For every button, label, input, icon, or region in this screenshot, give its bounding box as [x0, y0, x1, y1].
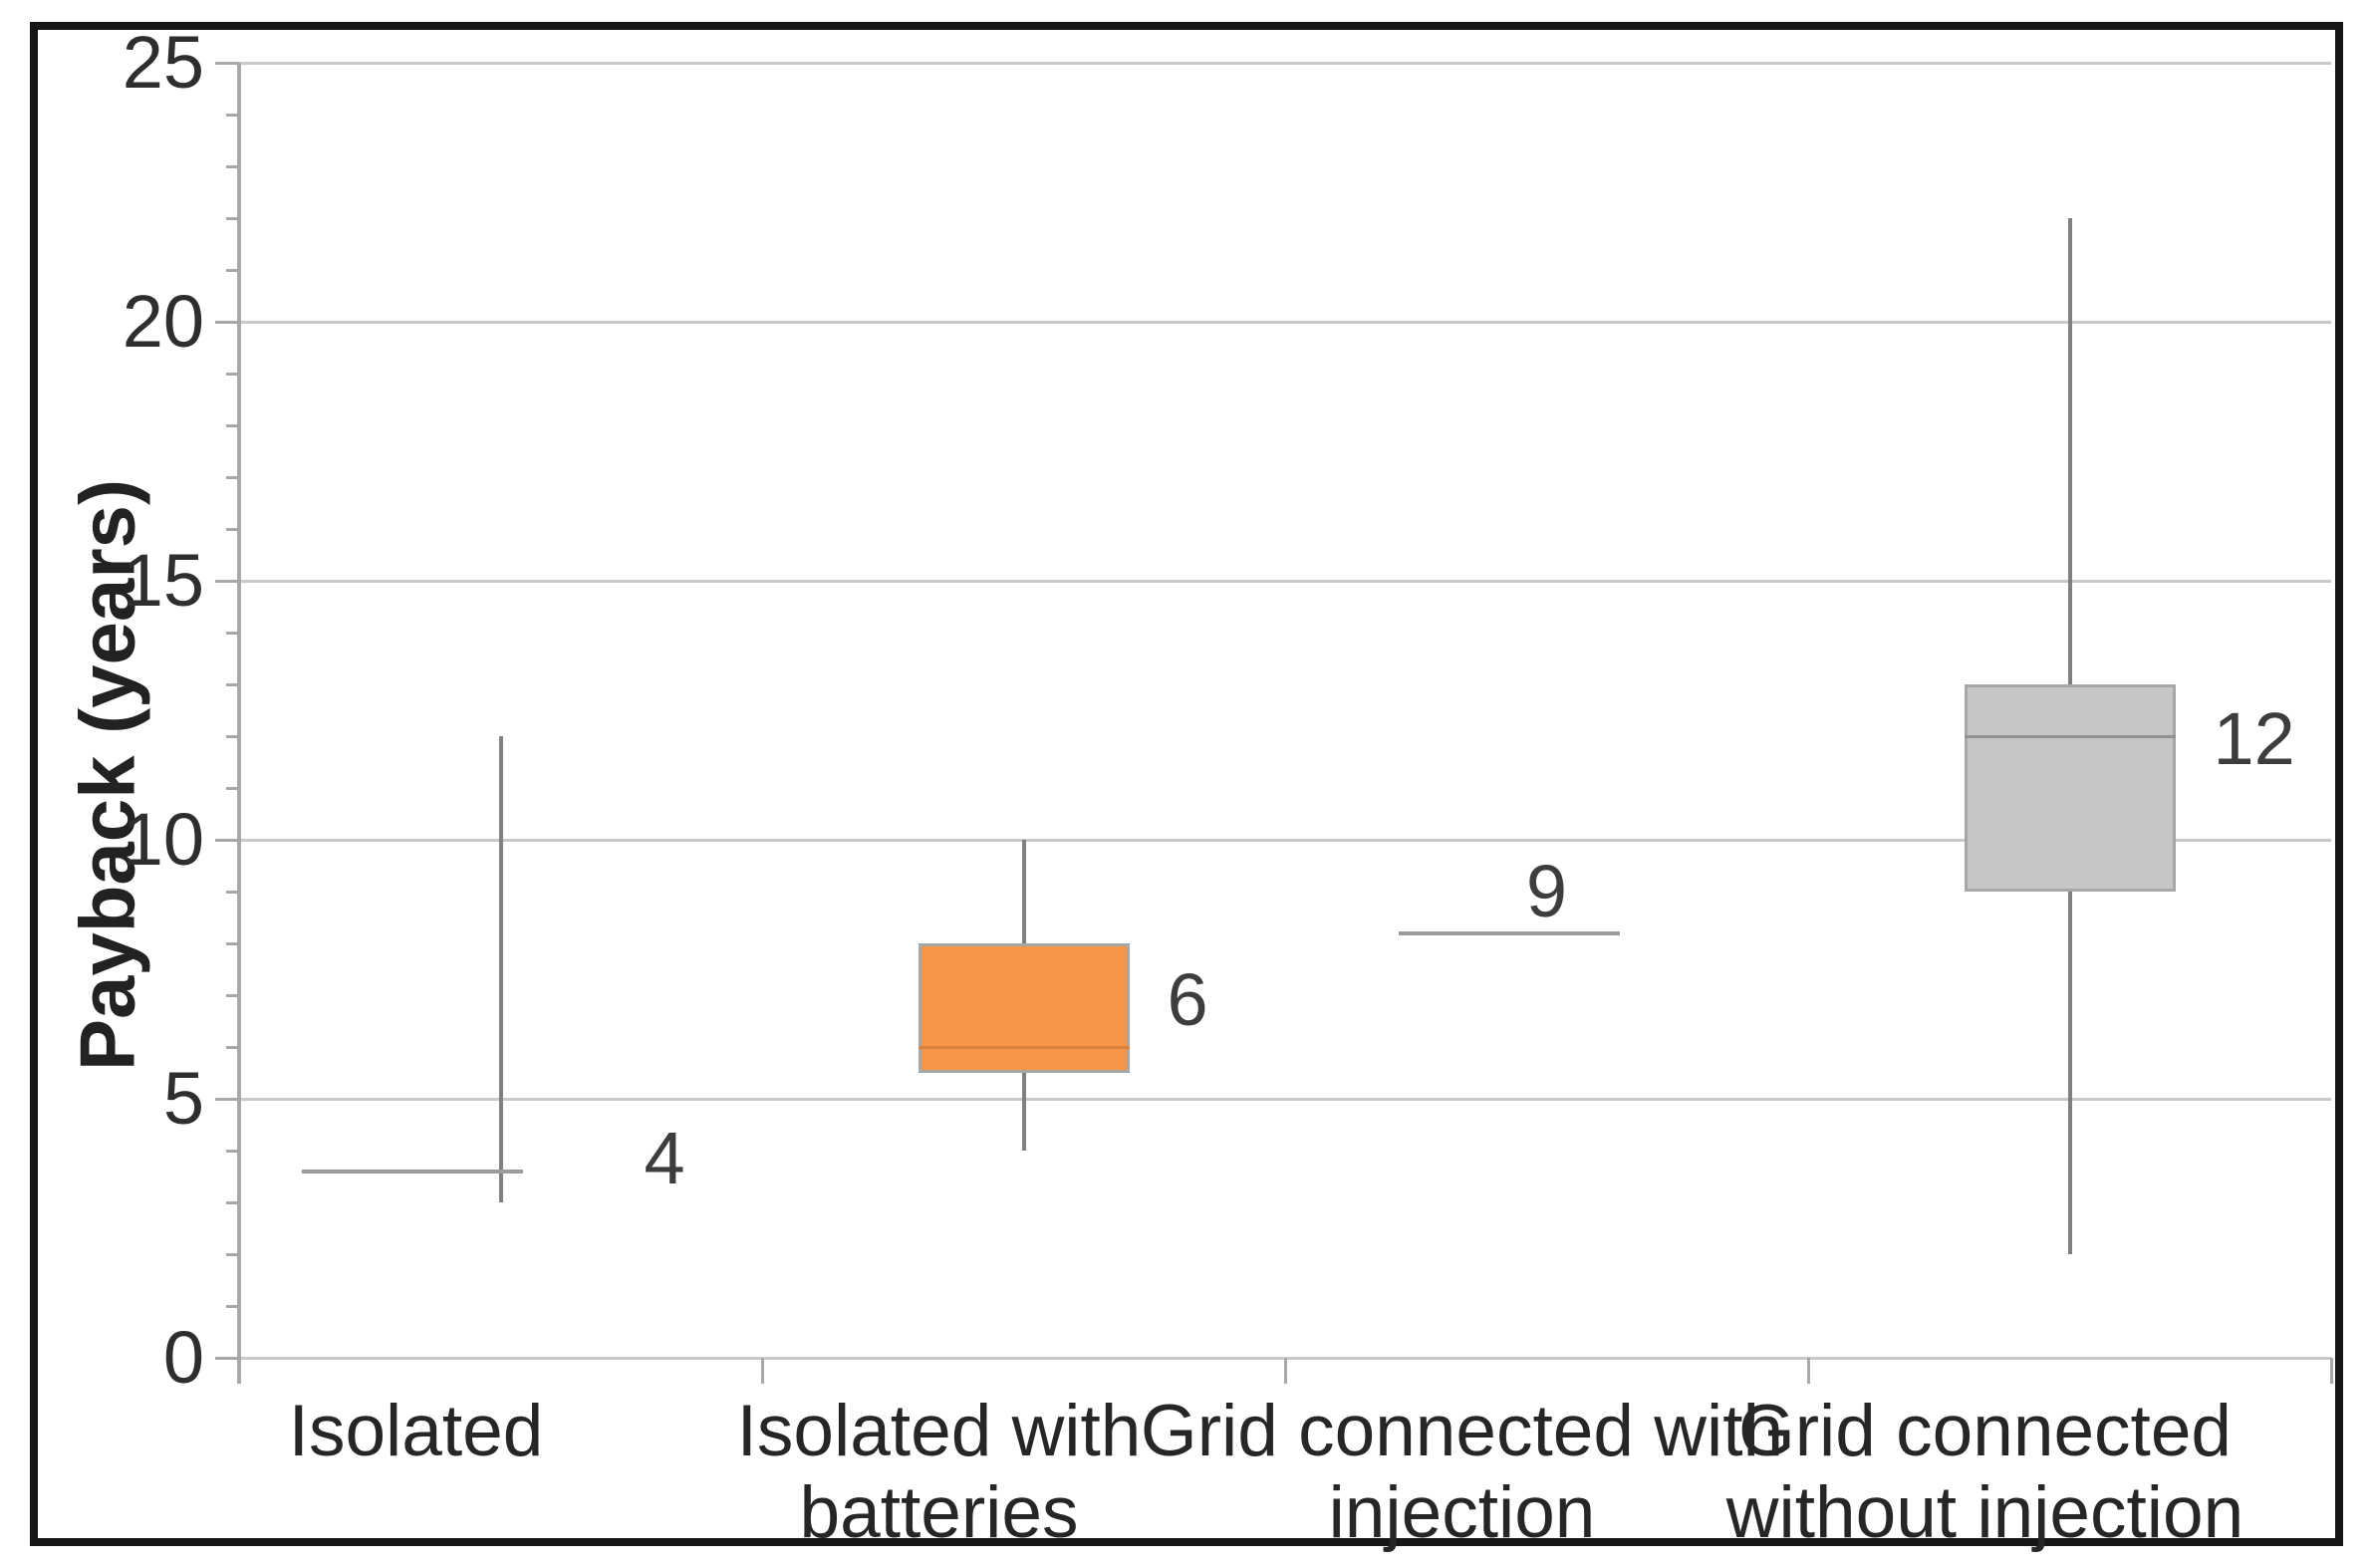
y-tick-label: 15 [122, 539, 204, 622]
y-minor-tick [226, 113, 239, 117]
y-minor-tick [226, 216, 239, 220]
x-boundary-tick [1283, 1358, 1287, 1384]
y-tick-label: 0 [162, 1316, 204, 1399]
flat-box-line [301, 1169, 523, 1174]
gridline [239, 1097, 2331, 1101]
gridline [239, 320, 2331, 324]
gridline [239, 838, 2331, 842]
y-minor-tick [226, 1304, 239, 1308]
y-minor-tick [226, 1149, 239, 1153]
y-minor-tick [226, 527, 239, 531]
category-label: Isolated with batteries [736, 1391, 1142, 1553]
y-major-tick [215, 579, 239, 583]
category-label: Grid connected without injection [1725, 1391, 2244, 1553]
gridline [239, 61, 2331, 65]
x-boundary-tick [760, 1358, 764, 1384]
whisker-line [498, 736, 503, 1202]
y-minor-tick [226, 1252, 239, 1256]
y-major-tick [215, 320, 239, 324]
data-label: 12 [2213, 696, 2295, 780]
y-tick-label: 5 [162, 1057, 204, 1140]
y-minor-tick [226, 682, 239, 686]
y-minor-tick [226, 423, 239, 427]
y-major-tick [215, 61, 239, 65]
y-major-tick [215, 838, 239, 842]
y-minor-tick [226, 164, 239, 168]
y-tick-label: 25 [122, 21, 204, 104]
y-minor-tick [226, 941, 239, 945]
gridline [239, 579, 2331, 583]
x-boundary-tick [1806, 1358, 1810, 1384]
y-minor-tick [226, 1045, 239, 1049]
y-minor-tick [226, 786, 239, 790]
y-minor-tick [226, 268, 239, 272]
data-label: 4 [644, 1116, 685, 1199]
box-q1-q3 [918, 943, 1130, 1073]
y-axis-line [237, 63, 241, 1384]
y-minor-tick [226, 631, 239, 635]
y-minor-tick [226, 734, 239, 738]
y-major-tick [215, 1356, 239, 1360]
median-line [918, 1045, 1130, 1049]
y-minor-tick [226, 993, 239, 997]
y-minor-tick [226, 475, 239, 479]
y-minor-tick [226, 1200, 239, 1204]
x-boundary-tick [2329, 1358, 2333, 1384]
y-major-tick [215, 1097, 239, 1101]
y-tick-label: 20 [122, 280, 204, 363]
data-label: 6 [1167, 958, 1208, 1042]
median-line [1964, 734, 2176, 738]
y-minor-tick [226, 372, 239, 376]
chart-frame: Payback (years) [30, 22, 2343, 1546]
category-label: Grid connected with injection [1140, 1391, 1784, 1553]
y-minor-tick [226, 890, 239, 894]
y-tick-label: 10 [122, 798, 204, 881]
category-label: Isolated [288, 1391, 544, 1471]
box-q1-q3 [1964, 684, 2176, 892]
data-label: 9 [1525, 850, 1568, 932]
flat-box-line [1398, 930, 1620, 935]
